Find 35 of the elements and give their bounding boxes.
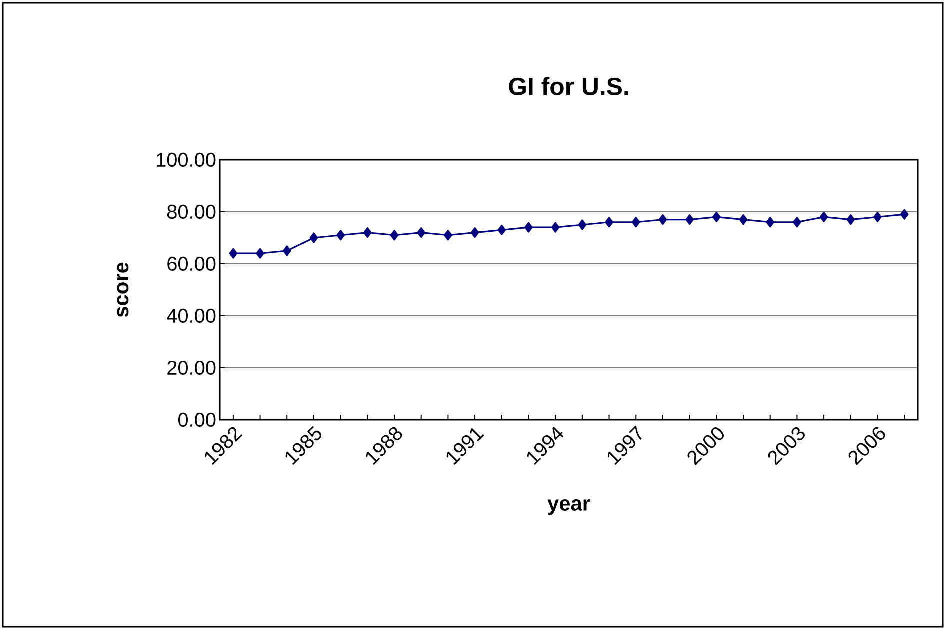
- point: [390, 230, 399, 241]
- point: [632, 217, 640, 228]
- point: [417, 228, 426, 238]
- point: [686, 214, 694, 226]
- point: [793, 217, 802, 228]
- y-tick-label: 100.00: [157, 152, 216, 168]
- point: [578, 220, 587, 230]
- point: [739, 214, 748, 226]
- point: [498, 224, 506, 236]
- point: [282, 246, 292, 256]
- y-tick-label: 20.00: [168, 360, 216, 376]
- point: [229, 248, 238, 259]
- point: [444, 230, 452, 241]
- point: [658, 214, 668, 226]
- point: [310, 232, 318, 244]
- point: [820, 212, 828, 222]
- y-tick-label: 0.00: [178, 412, 216, 428]
- point: [256, 248, 264, 259]
- point: [874, 212, 882, 222]
- point: [364, 228, 372, 238]
- point: [900, 209, 909, 220]
- point: [524, 222, 533, 233]
- y-tick-label: 40.00: [167, 308, 216, 324]
- point: [846, 214, 856, 226]
- point: [336, 230, 345, 241]
- y-tick-label: 60.00: [168, 256, 216, 272]
- y-tick-label: 80.00: [167, 204, 216, 220]
- point: [551, 222, 560, 233]
- chart-title: GI for U.S.: [509, 77, 628, 96]
- point: [766, 217, 775, 228]
- x-axis-title: year: [548, 500, 590, 516]
- point: [470, 228, 480, 238]
- y-axis-title: score: [117, 262, 129, 318]
- point: [605, 217, 614, 228]
- point: [712, 212, 721, 222]
